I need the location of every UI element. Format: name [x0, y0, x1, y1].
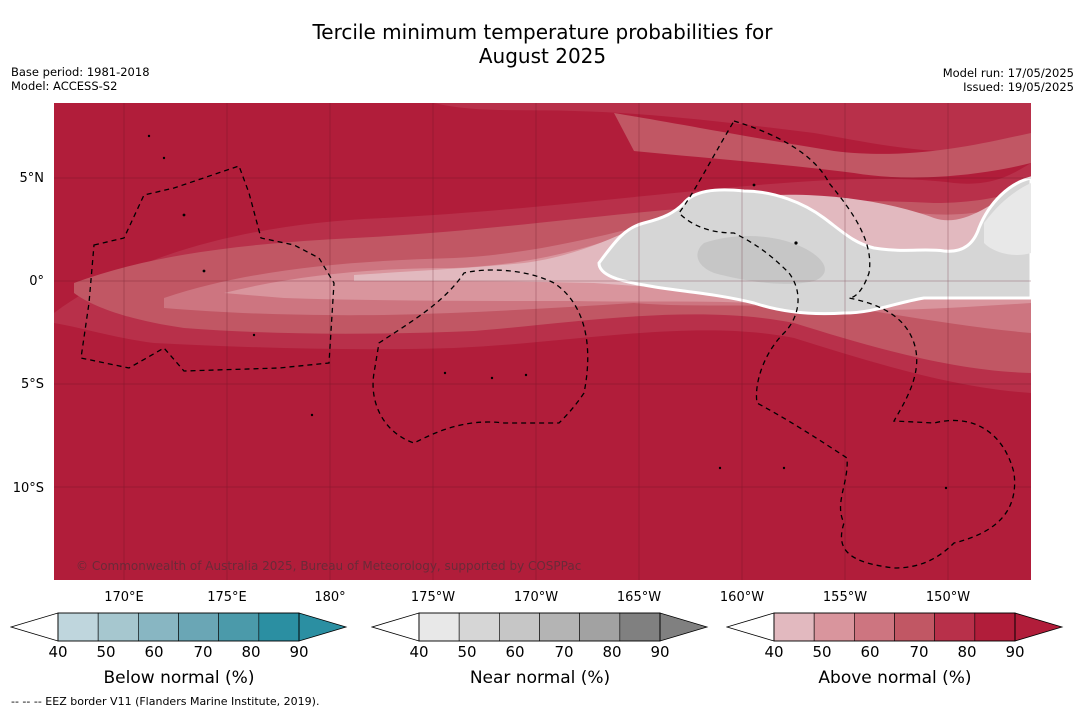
band-north-80: [434, 103, 1031, 152]
tick: 50: [457, 643, 477, 661]
lat-label-5s: 5°S: [20, 377, 44, 392]
lon-label: 170°W: [513, 590, 559, 605]
tick: 70: [193, 643, 213, 661]
near-normal-region: [597, 176, 1031, 316]
lon-label: 170°E: [104, 590, 144, 605]
colorbar-swatch: [813, 612, 855, 642]
lat-label-10s: 10°S: [12, 481, 44, 496]
tick: 90: [650, 643, 670, 661]
band-north-70: [614, 113, 1031, 178]
map-title: Tercile minimum temperature probabilitie…: [0, 20, 1085, 68]
colorbar-near-swatches: [418, 612, 661, 642]
colorbar-swatch: [138, 612, 179, 642]
colorbar-above-normal: [726, 612, 1064, 642]
eez-borders: [80, 120, 1016, 569]
near-normal-light: [984, 183, 1031, 255]
colorbar-swatch: [218, 612, 260, 642]
tick: 80: [957, 643, 977, 661]
model-name: Model: ACCESS-S2: [11, 79, 118, 93]
lat-label-5n: 5°N: [19, 171, 45, 186]
colorbar-swatch: [773, 612, 815, 642]
meta-right: Model run: 17/05/2025 Issued: 19/05/2025: [943, 66, 1074, 94]
colorbar-swatch: [974, 612, 1016, 642]
colorbar-swatch: [894, 612, 935, 642]
near-normal-darker: [697, 236, 825, 284]
colorbar-swatch: [418, 612, 460, 642]
colorbar-swatch: [258, 612, 300, 642]
eez-footnote: -- -- -- EEZ border V11 (Flanders Marine…: [11, 695, 320, 708]
tick: 70: [554, 643, 574, 661]
colorbar-above-swatches: [773, 612, 1016, 642]
colorbar-swatch: [97, 612, 139, 642]
colorbar-near-normal: [371, 612, 709, 642]
lon-label: 175°W: [410, 590, 456, 605]
tick: 40: [409, 643, 429, 661]
islands: [147, 134, 948, 490]
colorbar-near-label: Near normal (%): [469, 668, 611, 688]
meta-left: Base period: 1981-2018 Model: ACCESS-S2: [11, 65, 150, 93]
issued-date: Issued: 19/05/2025: [963, 80, 1074, 94]
colorbar-below-swatches: [57, 612, 300, 642]
tick: 70: [909, 643, 929, 661]
tick: 50: [812, 643, 832, 661]
tick: 60: [144, 643, 164, 661]
colorbar-swatch: [934, 612, 976, 642]
colorbar-swatch: [57, 612, 99, 642]
title-line-1: Tercile minimum temperature probabilitie…: [312, 20, 773, 44]
title-line-2: August 2025: [478, 44, 607, 68]
lon-label: 175°E: [207, 590, 247, 605]
tick: 90: [1005, 643, 1025, 661]
grid-lines: [54, 103, 1031, 580]
lon-label: 180°: [314, 590, 346, 605]
probability-map: [54, 103, 1031, 580]
colorbar-swatch: [619, 612, 661, 642]
colorbar-swatch: [499, 612, 540, 642]
lon-label: 165°W: [616, 590, 662, 605]
lat-label-0: 0°: [29, 274, 44, 289]
lon-label: 155°W: [822, 590, 868, 605]
colorbar-swatch: [539, 612, 580, 642]
copyright-credit: © Commonwealth of Australia 2025, Bureau…: [76, 559, 582, 573]
tick: 90: [289, 643, 309, 661]
colorbar-below-label: Below normal (%): [103, 668, 255, 688]
tick: 60: [505, 643, 525, 661]
lon-label: 160°W: [719, 590, 765, 605]
model-run: Model run: 17/05/2025: [942, 66, 1074, 80]
colorbar-swatch: [458, 612, 500, 642]
colorbar-swatch: [854, 612, 895, 642]
colorbar-above-label: Above normal (%): [818, 668, 972, 688]
tick: 80: [241, 643, 261, 661]
tick: 40: [764, 643, 784, 661]
tick: 50: [96, 643, 116, 661]
colorbar-below-normal: [10, 612, 348, 642]
colorbar-swatch: [579, 612, 621, 642]
lon-label: 150°W: [925, 590, 971, 605]
base-period: Base period: 1981-2018: [11, 65, 150, 79]
tick: 60: [860, 643, 880, 661]
tick: 80: [602, 643, 622, 661]
tick: 40: [48, 643, 68, 661]
colorbar-swatch: [178, 612, 219, 642]
